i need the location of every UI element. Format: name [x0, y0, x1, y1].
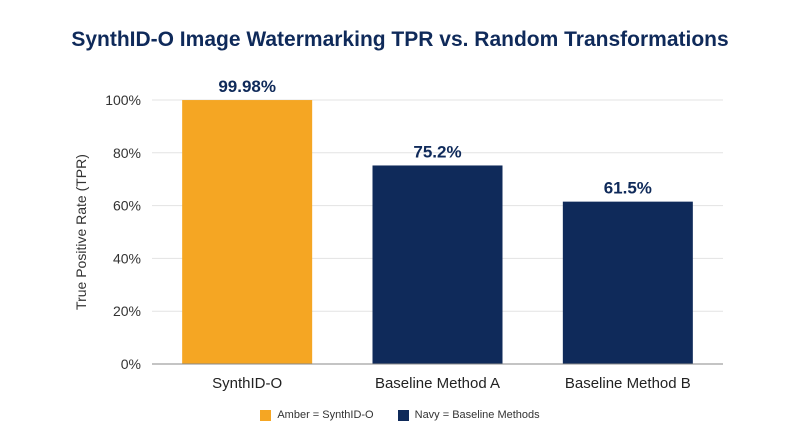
x-tick-label: SynthID-O: [212, 375, 282, 392]
y-tick-label: 20%: [113, 303, 141, 319]
bars: [182, 100, 693, 365]
bar: [182, 100, 313, 365]
x-tick-label: Baseline Method A: [375, 375, 500, 392]
y-tick-label: 0%: [121, 356, 141, 372]
bar: [562, 201, 693, 364]
bar: [372, 165, 503, 364]
bar-value-label: 99.98%: [218, 77, 276, 96]
y-tick-label: 60%: [113, 198, 141, 214]
legend-item-synthid: Amber = SynthID-O: [260, 409, 374, 421]
y-tick-labels: 0% 20% 40% 60% 80% 100%: [105, 92, 141, 372]
bar-value-label: 75.2%: [413, 142, 461, 161]
x-tick-label: Baseline Method B: [565, 375, 691, 392]
y-tick-label: 80%: [113, 145, 141, 161]
legend-item-baseline: Navy = Baseline Methods: [397, 409, 540, 421]
legend-label-baseline: Navy = Baseline Methods: [414, 409, 540, 421]
bar-value-label: 61.5%: [604, 179, 652, 198]
legend: Amber = SynthID-O Navy = Baseline Method…: [0, 409, 800, 421]
chart-title: SynthID-O Image Watermarking TPR vs. Ran…: [71, 28, 729, 51]
legend-label-synthid: Amber = SynthID-O: [277, 409, 374, 421]
y-tick-label: 100%: [105, 92, 141, 108]
legend-swatch-amber: [260, 409, 272, 421]
y-axis-label: True Positive Rate (TPR): [73, 154, 89, 310]
value-labels: 99.98% 75.2% 61.5%: [218, 77, 652, 198]
y-tick-label: 40%: [113, 250, 141, 266]
legend-swatch-navy: [397, 409, 409, 421]
x-tick-labels: SynthID-O Baseline Method A Baseline Metho…: [212, 375, 691, 392]
